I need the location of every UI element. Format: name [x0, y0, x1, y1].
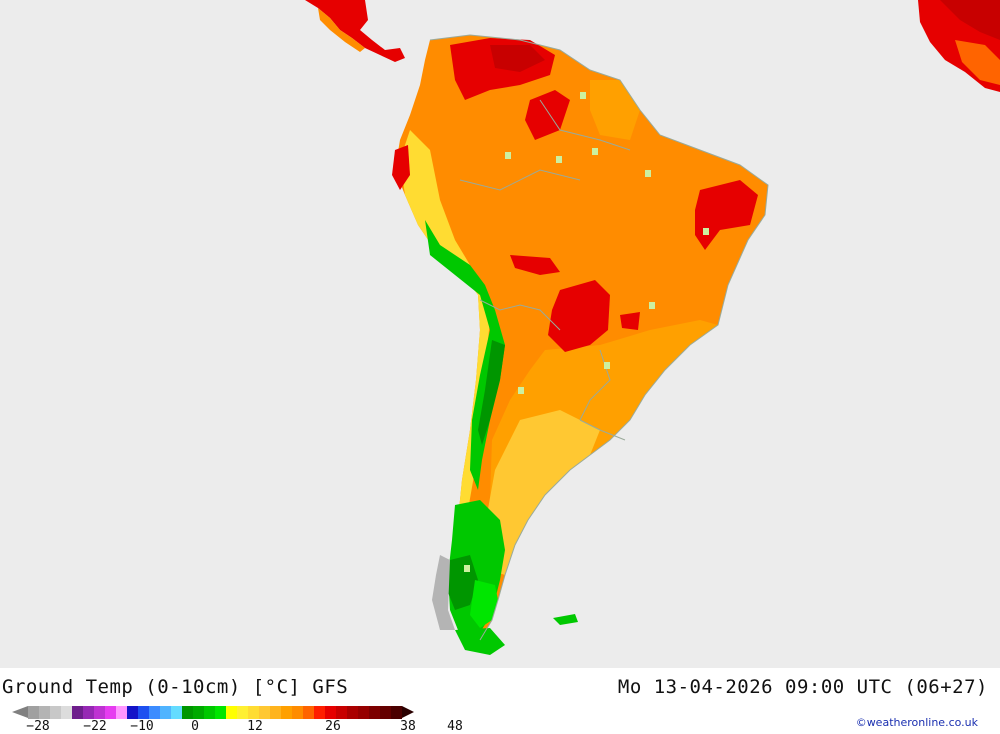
color-swatch	[270, 706, 281, 719]
zone-andes-darkgreen	[478, 340, 505, 445]
color-swatch	[369, 706, 380, 719]
color-swatch	[204, 706, 215, 719]
color-swatch	[182, 706, 193, 719]
color-swatch	[72, 706, 83, 719]
scale-left-arrow	[12, 706, 28, 718]
color-swatch	[226, 706, 237, 719]
color-swatch	[83, 706, 94, 719]
color-swatch	[61, 706, 72, 719]
color-swatch	[50, 706, 61, 719]
color-swatch	[28, 706, 39, 719]
land-africa-dark	[940, 0, 1000, 40]
color-swatch	[347, 706, 358, 719]
zone-northeast-light	[590, 80, 640, 140]
color-swatch	[215, 706, 226, 719]
color-swatch	[259, 706, 270, 719]
color-swatch	[314, 706, 325, 719]
color-swatch	[248, 706, 259, 719]
land-central-america-coast	[318, 8, 365, 52]
color-swatch	[292, 706, 303, 719]
land-falklands	[553, 614, 578, 625]
zone-andes-yellow	[400, 130, 490, 560]
temperature-map	[0, 0, 1000, 668]
color-swatch	[138, 706, 149, 719]
scale-tick-label: −28	[26, 719, 50, 734]
color-swatch	[380, 706, 391, 719]
scale-tick-label: 26	[325, 719, 341, 734]
color-swatch	[149, 706, 160, 719]
color-swatch	[303, 706, 314, 719]
scale-tick-label: 38	[400, 719, 416, 734]
land-africa-orange	[955, 40, 1000, 85]
color-scale-bar	[12, 706, 414, 719]
zone-hot-brazil-center	[548, 280, 610, 352]
map-canvas	[305, 0, 1000, 655]
zone-archipelago	[432, 555, 455, 630]
zone-hot-northeast	[695, 180, 758, 250]
color-swatch	[116, 706, 127, 719]
color-swatch	[358, 706, 369, 719]
grid-markers	[464, 92, 709, 572]
color-swatch	[39, 706, 50, 719]
zone-patagonia-lightgreen	[470, 580, 498, 628]
color-swatch	[237, 706, 248, 719]
color-swatch	[105, 706, 116, 719]
zone-hot-bolivia	[510, 255, 560, 275]
credit-link[interactable]: ©weatheronline.co.uk	[855, 716, 978, 729]
land-tierra-del-fuego	[455, 628, 505, 655]
scale-right-arrow	[402, 706, 414, 718]
color-swatch	[336, 706, 347, 719]
valid-time: Mo 13-04-2026 09:00 UTC (06+27)	[617, 676, 988, 698]
scale-tick-label: 0	[191, 719, 199, 734]
zone-hot-ecuador	[392, 145, 410, 190]
scale-tick-label: −22	[83, 719, 107, 734]
color-swatch	[171, 706, 182, 719]
color-swatch	[127, 706, 138, 719]
color-scale-ticks: −28 −22 −10 0 12 26 38 48	[0, 719, 500, 734]
color-swatch	[391, 706, 402, 719]
color-swatch	[160, 706, 171, 719]
map-title: Ground Temp (0-10cm) [°C] GFS	[2, 676, 349, 698]
scale-tick-label: −10	[130, 719, 154, 734]
scale-tick-label: 48	[447, 719, 463, 734]
color-swatch	[281, 706, 292, 719]
color-swatch	[325, 706, 336, 719]
land-central-america	[305, 0, 405, 62]
zone-light-orange	[486, 410, 600, 575]
zone-hot-small	[620, 312, 640, 330]
color-swatch	[193, 706, 204, 719]
scale-tick-label: 12	[247, 719, 263, 734]
color-swatch	[94, 706, 105, 719]
zone-patagonia-darkgreen	[447, 555, 478, 610]
zone-hot-venezuela-dark	[490, 45, 545, 72]
